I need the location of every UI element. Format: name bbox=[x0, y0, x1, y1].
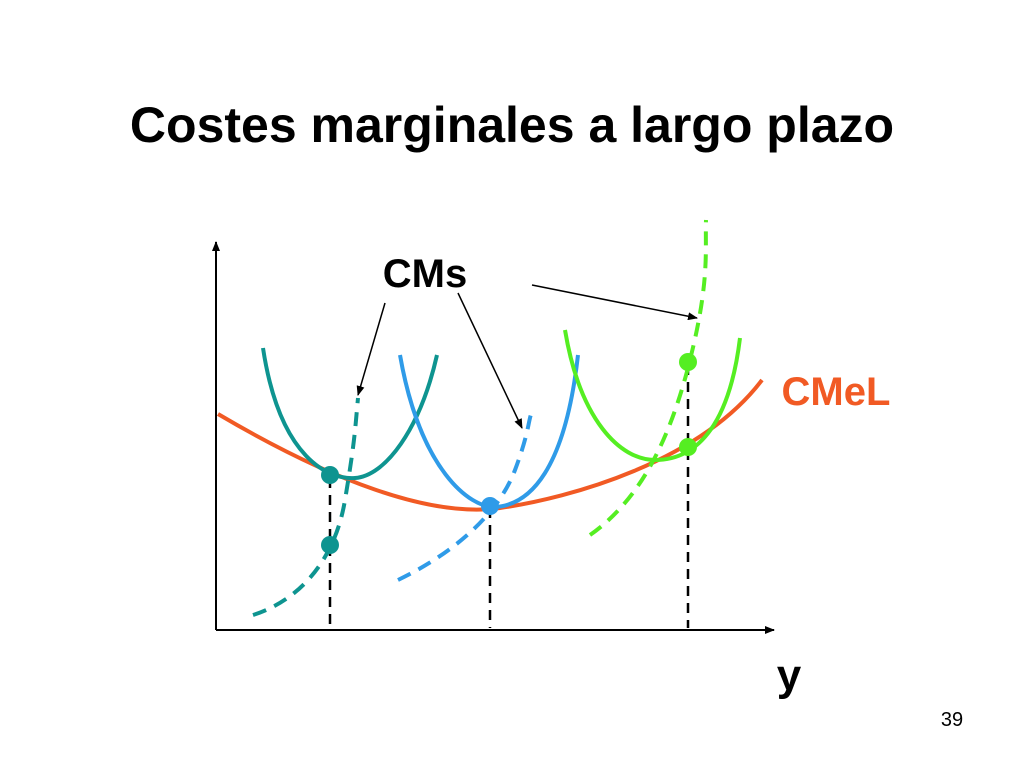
slide-title: Costes marginales a largo plazo bbox=[130, 97, 894, 153]
point bbox=[321, 466, 339, 484]
x-axis-label: y bbox=[777, 651, 802, 700]
point bbox=[679, 438, 697, 456]
pointer-arrows bbox=[356, 284, 698, 429]
point bbox=[321, 536, 339, 554]
page-number: 39 bbox=[941, 709, 963, 731]
point bbox=[679, 353, 697, 371]
short-run-marginal-cost bbox=[397, 411, 534, 582]
short-run-average-cost bbox=[398, 354, 580, 510]
cmel-label: CMeL bbox=[782, 370, 891, 414]
short-run-average-cost bbox=[563, 329, 742, 463]
guide-lines bbox=[328, 365, 690, 628]
cms-label: CMs bbox=[383, 252, 467, 296]
short-run-marginal-cost bbox=[252, 397, 360, 617]
point bbox=[481, 497, 499, 515]
